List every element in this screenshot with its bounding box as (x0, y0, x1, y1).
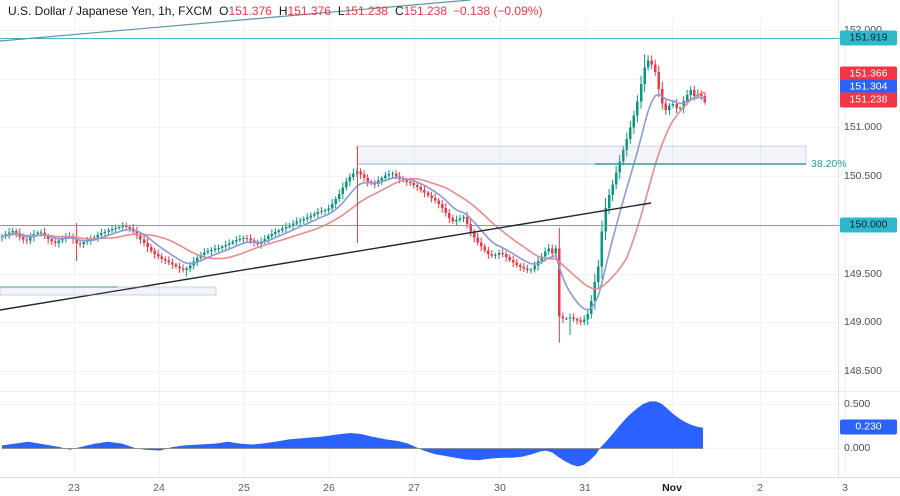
trendline-support[interactable] (0, 202, 652, 311)
ma-slow-line (1, 91, 706, 290)
drawings-layer (0, 0, 840, 311)
indicator-area (2, 401, 703, 467)
ohlc-close-label: C (394, 4, 404, 18)
symbol-legend: U.S. Dollar / Japanese Yen, 1h, FXCM O151… (8, 4, 542, 18)
candles-series (0, 54, 707, 343)
change-readout: −0.138 (−0.09%) (453, 4, 543, 18)
ohlc-open-value: 151.376 (228, 4, 272, 18)
support-zone-box[interactable] (0, 286, 217, 296)
grid-lines (0, 18, 846, 477)
time-scale[interactable] (0, 477, 900, 496)
trendline-upper[interactable] (0, 0, 471, 42)
price-scale[interactable] (838, 0, 900, 477)
ohlc-high-value: 151.376 (287, 4, 331, 18)
ohlc-open-label: O (219, 4, 229, 18)
symbol-title[interactable]: U.S. Dollar / Japanese Yen, 1h, FXCM (8, 4, 213, 18)
ohlc-high-label: H (278, 4, 288, 18)
pane-borders (0, 0, 900, 478)
fib-zone-box[interactable] (356, 145, 807, 165)
ohlc-low-value: 151.238 (344, 4, 388, 18)
ohlc-readout: O151.376 H151.376 L151.238 C151.238 (212, 4, 447, 18)
ma-fast-line (1, 93, 706, 311)
ohlc-low-label: L (337, 4, 345, 18)
ohlc-close-value: 151.238 (403, 4, 448, 18)
